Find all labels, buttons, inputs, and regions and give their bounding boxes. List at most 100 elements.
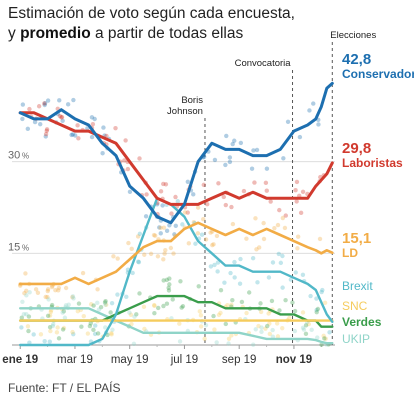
- poll-dot: [45, 98, 51, 103]
- poll-dot: [319, 289, 324, 295]
- source-note: Fuente: FT / EL PAÍS: [8, 381, 121, 395]
- poll-dot: [75, 123, 80, 128]
- poll-dot: [127, 189, 133, 195]
- poll-dot: [198, 324, 204, 329]
- poll-dot: [300, 272, 306, 277]
- poll-dot: [232, 259, 237, 265]
- poll-dot: [87, 323, 93, 329]
- x-tick-label: sep 19: [222, 354, 257, 366]
- poll-dot: [311, 101, 316, 106]
- series-end-name: Brexit: [342, 279, 373, 293]
- poll-dot: [95, 300, 100, 306]
- poll-dot: [238, 140, 244, 146]
- poll-dot: [275, 334, 281, 339]
- poll-dot: [55, 325, 60, 330]
- poll-dot: [93, 323, 98, 328]
- poll-dot: [158, 225, 163, 230]
- poll-dot: [180, 222, 185, 227]
- poll-dot: [267, 331, 273, 337]
- poll-dot: [177, 339, 183, 344]
- poll-dot: [225, 302, 230, 308]
- poll-dot: [294, 199, 299, 204]
- poll-dot: [269, 298, 275, 304]
- poll-dot: [276, 251, 282, 257]
- poll-dot: [142, 326, 147, 332]
- poll-dot: [266, 275, 272, 280]
- poll-dot: [160, 203, 165, 208]
- poll-dot: [292, 308, 298, 314]
- poll-dot: [44, 128, 49, 134]
- poll-dot: [46, 297, 51, 302]
- poll-dot: [161, 225, 167, 230]
- poll-dot: [152, 310, 157, 316]
- y-tick-label: 30: [8, 150, 20, 162]
- poll-dot: [45, 294, 50, 300]
- poll-dot: [50, 322, 56, 327]
- poll-dot: [186, 241, 192, 246]
- poll-dot: [254, 247, 259, 252]
- poll-dot: [250, 255, 256, 261]
- x-tick-label: ene 19: [2, 354, 38, 366]
- poll-dot: [196, 284, 201, 289]
- poll-dot: [60, 310, 65, 315]
- poll-dot: [144, 192, 149, 197]
- poll-dot: [70, 132, 76, 137]
- poll-dot: [20, 299, 25, 304]
- poll-dot: [95, 331, 101, 336]
- poll-dot: [152, 303, 157, 309]
- poll-dot: [275, 222, 281, 228]
- poll-dot: [210, 242, 215, 248]
- poll-dot: [218, 310, 223, 316]
- poll-dot: [317, 236, 323, 242]
- series-end-value: 29,8: [342, 140, 371, 157]
- x-tick-label: mar 19: [57, 354, 93, 366]
- poll-dot: [322, 336, 327, 341]
- poll-dot: [173, 194, 178, 200]
- poll-dot: [230, 141, 235, 147]
- series-end-name: SNC: [342, 299, 368, 313]
- poll-dot: [282, 225, 288, 231]
- poll-dot: [91, 327, 96, 333]
- series-line-conservador: [18, 81, 334, 225]
- poll-dot: [163, 248, 168, 253]
- poll-dot: [315, 335, 320, 340]
- poll-dot: [42, 339, 47, 344]
- series-line-ukip: [19, 307, 334, 345]
- poll-dot: [203, 322, 209, 328]
- poll-dot: [48, 328, 53, 334]
- poll-dot: [177, 321, 182, 326]
- poll-dot: [228, 270, 233, 276]
- poll-dot: [314, 309, 319, 315]
- poll-dot: [208, 230, 213, 235]
- poll-dot: [70, 294, 75, 300]
- poll-dot: [307, 108, 312, 113]
- poll-dot: [227, 159, 233, 165]
- poll-dot: [66, 302, 71, 307]
- poll-dot: [47, 325, 53, 330]
- poll-dot: [61, 325, 67, 331]
- poll-dot: [47, 313, 53, 318]
- poll-dot: [323, 336, 328, 341]
- poll-dot: [157, 225, 162, 230]
- poll-dot: [164, 301, 170, 306]
- poll-dot: [215, 269, 220, 274]
- poll-dot: [115, 292, 120, 297]
- poll-dot: [254, 147, 260, 153]
- poll-dot: [295, 246, 300, 251]
- poll-dot: [249, 166, 255, 171]
- poll-dot: [57, 98, 62, 103]
- poll-dot: [321, 333, 326, 339]
- poll-dot: [45, 287, 51, 292]
- poll-dot: [88, 321, 93, 326]
- poll-dot: [76, 301, 82, 306]
- poll-dot: [166, 288, 172, 293]
- poll-dot: [128, 312, 134, 317]
- poll-dot: [45, 288, 50, 294]
- poll-dot: [122, 158, 127, 163]
- poll-dot: [109, 300, 115, 306]
- poll-dot: [92, 331, 98, 337]
- poll-dot: [136, 260, 142, 265]
- poll-dot: [182, 210, 188, 215]
- poll-dot: [320, 287, 325, 293]
